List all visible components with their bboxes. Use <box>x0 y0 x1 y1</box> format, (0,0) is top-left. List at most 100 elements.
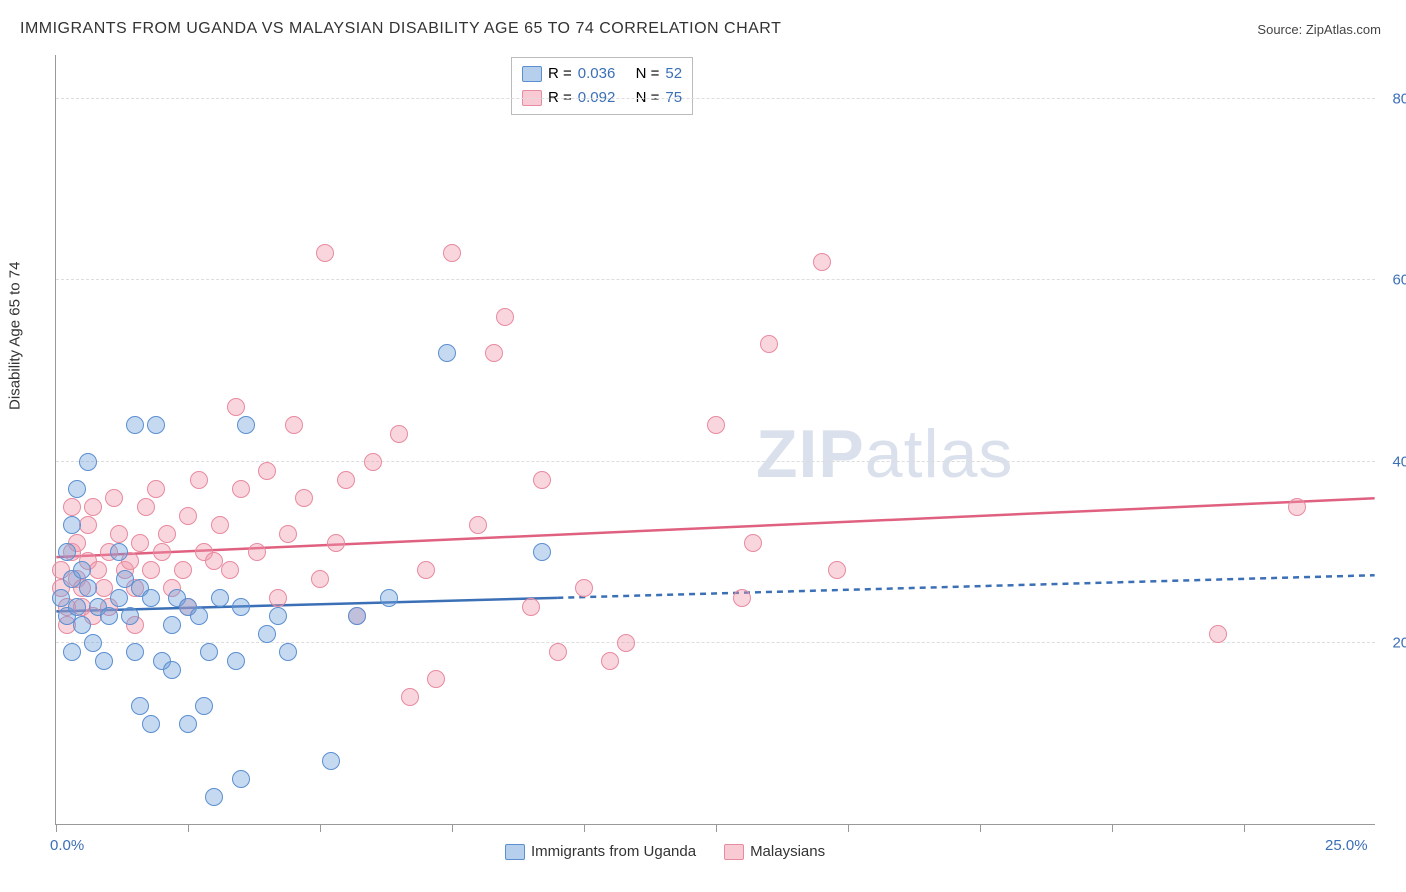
plot-area: ZIPatlas R = 0.036 N = 52 R = 0.092 N = … <box>55 55 1375 825</box>
scatter-point-pink <box>337 471 355 489</box>
scatter-point-pink <box>390 425 408 443</box>
scatter-point-pink <box>1209 625 1227 643</box>
scatter-point-pink <box>147 480 165 498</box>
scatter-point-blue <box>211 589 229 607</box>
x-tick-mark <box>188 824 189 832</box>
scatter-point-pink <box>179 507 197 525</box>
scatter-point-blue <box>126 643 144 661</box>
scatter-point-blue <box>79 453 97 471</box>
scatter-point-blue <box>95 652 113 670</box>
scatter-point-blue <box>279 643 297 661</box>
n-value-blue: 52 <box>665 62 682 86</box>
source-attribution: Source: ZipAtlas.com <box>1257 22 1381 37</box>
scatter-point-blue <box>258 625 276 643</box>
scatter-point-blue <box>147 416 165 434</box>
x-tick-mark <box>1112 824 1113 832</box>
scatter-point-pink <box>760 335 778 353</box>
watermark-text: ZIPatlas <box>756 415 1013 493</box>
scatter-point-blue <box>322 752 340 770</box>
scatter-point-pink <box>311 570 329 588</box>
scatter-point-blue <box>63 516 81 534</box>
scatter-point-pink <box>601 652 619 670</box>
scatter-point-pink <box>221 561 239 579</box>
x-tick-mark <box>716 824 717 832</box>
r-value-blue: 0.036 <box>578 62 616 86</box>
x-tick-mark <box>452 824 453 832</box>
scatter-point-blue <box>126 416 144 434</box>
scatter-point-pink <box>63 498 81 516</box>
source-label: Source: <box>1257 22 1302 37</box>
scatter-point-blue <box>163 661 181 679</box>
scatter-point-pink <box>142 561 160 579</box>
legend-item-pink: Malaysians <box>724 840 825 864</box>
chart-title: IMMIGRANTS FROM UGANDA VS MALAYSIAN DISA… <box>20 20 781 38</box>
source-name: ZipAtlas.com <box>1306 22 1381 37</box>
scatter-point-pink <box>496 308 514 326</box>
scatter-point-blue <box>232 598 250 616</box>
scatter-point-blue <box>73 616 91 634</box>
scatter-point-pink <box>174 561 192 579</box>
scatter-point-blue <box>142 589 160 607</box>
gridline-horizontal <box>56 98 1375 99</box>
scatter-point-blue <box>121 607 139 625</box>
x-tick-mark <box>56 824 57 832</box>
scatter-point-pink <box>89 561 107 579</box>
scatter-point-pink <box>105 489 123 507</box>
scatter-point-blue <box>190 607 208 625</box>
scatter-point-pink <box>469 516 487 534</box>
scatter-point-blue <box>438 344 456 362</box>
scatter-point-blue <box>142 715 160 733</box>
scatter-point-pink <box>364 453 382 471</box>
scatter-point-blue <box>195 697 213 715</box>
scatter-point-pink <box>110 525 128 543</box>
scatter-point-pink <box>248 543 266 561</box>
scatter-point-pink <box>744 534 762 552</box>
scatter-point-blue <box>110 543 128 561</box>
scatter-point-blue <box>179 715 197 733</box>
scatter-point-pink <box>533 471 551 489</box>
scatter-point-blue <box>73 561 91 579</box>
scatter-point-pink <box>707 416 725 434</box>
scatter-point-pink <box>232 480 250 498</box>
scatter-point-blue <box>110 589 128 607</box>
scatter-point-pink <box>327 534 345 552</box>
scatter-point-pink <box>84 498 102 516</box>
trendline <box>557 575 1374 598</box>
scatter-point-blue <box>63 643 81 661</box>
scatter-point-pink <box>401 688 419 706</box>
x-tick-label: 25.0% <box>1325 837 1368 854</box>
scatter-point-pink <box>427 670 445 688</box>
legend-stats-row-blue: R = 0.036 N = 52 <box>522 62 682 86</box>
n-label: N = <box>636 62 660 86</box>
scatter-point-blue <box>237 416 255 434</box>
watermark-bold: ZIP <box>756 416 865 492</box>
scatter-point-pink <box>316 244 334 262</box>
scatter-point-pink <box>227 398 245 416</box>
scatter-point-blue <box>100 607 118 625</box>
x-tick-mark <box>584 824 585 832</box>
scatter-point-pink <box>158 525 176 543</box>
scatter-point-pink <box>279 525 297 543</box>
scatter-point-blue <box>84 634 102 652</box>
scatter-point-pink <box>131 534 149 552</box>
r-label: R = <box>548 62 572 86</box>
scatter-point-blue <box>348 607 366 625</box>
scatter-point-blue <box>227 652 245 670</box>
scatter-point-pink <box>211 516 229 534</box>
legend-swatch-blue-icon <box>505 844 525 860</box>
x-tick-mark <box>320 824 321 832</box>
scatter-point-blue <box>163 616 181 634</box>
scatter-point-blue <box>58 543 76 561</box>
y-axis-title: Disability Age 65 to 74 <box>7 262 24 410</box>
x-tick-mark <box>848 824 849 832</box>
y-tick-label: 40.0% <box>1380 453 1406 470</box>
scatter-point-blue <box>200 643 218 661</box>
watermark-rest: atlas <box>865 416 1014 492</box>
scatter-point-blue <box>232 770 250 788</box>
scatter-point-blue <box>205 788 223 806</box>
scatter-point-pink <box>153 543 171 561</box>
x-tick-label: 0.0% <box>50 837 84 854</box>
scatter-point-pink <box>828 561 846 579</box>
scatter-point-pink <box>733 589 751 607</box>
scatter-point-blue <box>131 697 149 715</box>
